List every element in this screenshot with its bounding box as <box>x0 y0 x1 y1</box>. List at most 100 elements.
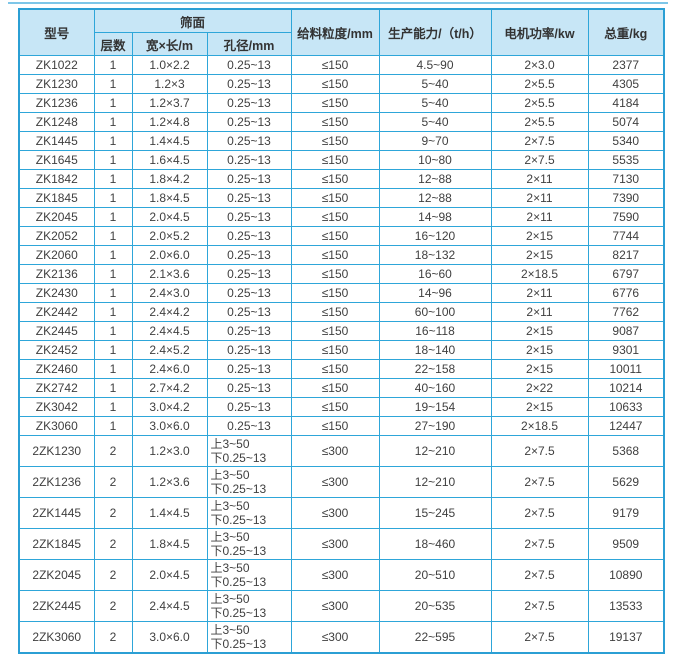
table-row: 2ZK2045 2 2.0×4.5 上3~50 下0.25~13 ≤300 20~510 2… <box>18 559 665 591</box>
cell-feed-size: ≤150 <box>290 131 380 151</box>
cell-capacity: 27~190 <box>378 416 492 436</box>
cell-capacity: 22~158 <box>378 359 492 379</box>
table-row: 2ZK3060 2 3.0×6.0 上3~50 下0.25~13 ≤300 22~595 2… <box>18 621 665 654</box>
cell-layers: 1 <box>93 378 133 398</box>
cell-weight: 7130 <box>587 169 665 189</box>
table-row: ZK2052 1 2.0×5.2 0.25~13 ≤150 16~120 2×15 7744 <box>18 226 665 246</box>
cell-model: ZK1645 <box>18 150 95 170</box>
cell-layers: 1 <box>93 131 133 151</box>
cell-capacity: 16~60 <box>378 264 492 284</box>
cell-size: 3.0×6.0 <box>131 621 208 654</box>
cell-layers: 1 <box>93 245 133 265</box>
cell-motor-power: 2×5.5 <box>490 74 589 94</box>
cell-weight: 9179 <box>587 497 665 529</box>
cell-feed-size: ≤150 <box>290 74 380 94</box>
table-row: ZK1236 1 1.2×3.7 0.25~13 ≤150 5~40 2×5.5 4184 <box>18 93 665 113</box>
cell-weight: 7762 <box>587 302 665 322</box>
table-row: ZK1842 1 1.8×4.2 0.25~13 ≤150 12~88 2×11 7130 <box>18 169 665 189</box>
cell-layers: 1 <box>93 169 133 189</box>
cell-capacity: 40~160 <box>378 378 492 398</box>
cell-layers: 1 <box>93 93 133 113</box>
cell-feed-size: ≤150 <box>290 93 380 113</box>
cell-model: 2ZK2045 <box>18 559 95 591</box>
cell-size: 2.4×6.0 <box>131 359 208 379</box>
cell-aperture: 0.25~13 <box>206 169 292 189</box>
cell-feed-size: ≤150 <box>290 169 380 189</box>
cell-size: 1.4×4.5 <box>131 497 208 529</box>
cell-motor-power: 2×7.5 <box>490 621 589 654</box>
cell-size: 3.0×6.0 <box>131 416 208 436</box>
table-row: ZK1230 1 1.2×3 0.25~13 ≤150 5~40 2×5.5 4305 <box>18 74 665 94</box>
col-header-size: 宽×长/m <box>131 32 208 56</box>
cell-feed-size: ≤150 <box>290 264 380 284</box>
table-row: ZK2045 1 2.0×4.5 0.25~13 ≤150 14~98 2×11 7590 <box>18 207 665 227</box>
cell-feed-size: ≤300 <box>290 528 380 560</box>
col-header-layers: 层数 <box>93 32 133 56</box>
cell-aperture: 上3~50 下0.25~13 <box>206 621 292 654</box>
cell-capacity: 12~88 <box>378 188 492 208</box>
cell-model: 2ZK1445 <box>18 497 95 529</box>
cell-weight: 5340 <box>587 131 665 151</box>
table-row: 2ZK2445 2 2.4×4.5 上3~50 下0.25~13 ≤300 20~535 2… <box>18 590 665 622</box>
cell-aperture: 0.25~13 <box>206 340 292 360</box>
cell-model: ZK1248 <box>18 112 95 132</box>
cell-model: ZK2452 <box>18 340 95 360</box>
cell-motor-power: 2×7.5 <box>490 150 589 170</box>
vibrating-screen-spec-table: 型号 筛面 给料粒度/mm 生产能力/（t/h） 电机功率/kw 总重/kg 层… <box>18 8 665 654</box>
cell-layers: 2 <box>93 621 133 654</box>
cell-capacity: 16~120 <box>378 226 492 246</box>
table-row: ZK1248 1 1.2×4.8 0.25~13 ≤150 5~40 2×5.5 5074 <box>18 112 665 132</box>
cell-layers: 1 <box>93 188 133 208</box>
cell-layers: 1 <box>93 55 133 75</box>
cell-aperture: 上3~50 下0.25~13 <box>206 466 292 498</box>
cell-aperture: 0.25~13 <box>206 188 292 208</box>
top-divider-line <box>8 2 668 4</box>
cell-layers: 1 <box>93 302 133 322</box>
cell-layers: 1 <box>93 397 133 417</box>
cell-capacity: 9~70 <box>378 131 492 151</box>
table-row: ZK2442 1 2.4×4.2 0.25~13 ≤150 60~100 2×11 7762 <box>18 302 665 322</box>
cell-capacity: 20~510 <box>378 559 492 591</box>
cell-aperture: 0.25~13 <box>206 93 292 113</box>
cell-motor-power: 2×18.5 <box>490 416 589 436</box>
cell-weight: 5074 <box>587 112 665 132</box>
cell-feed-size: ≤300 <box>290 435 380 467</box>
cell-size: 1.0×2.2 <box>131 55 208 75</box>
cell-weight: 10633 <box>587 397 665 417</box>
table-body: ZK1022 1 1.0×2.2 0.25~13 ≤150 4.5~90 2×3.0 2377… <box>18 55 665 654</box>
cell-model: ZK1445 <box>18 131 95 151</box>
cell-feed-size: ≤150 <box>290 416 380 436</box>
cell-layers: 1 <box>93 283 133 303</box>
cell-layers: 1 <box>93 359 133 379</box>
cell-feed-size: ≤150 <box>290 245 380 265</box>
cell-capacity: 12~210 <box>378 435 492 467</box>
cell-size: 2.4×4.5 <box>131 321 208 341</box>
cell-capacity: 22~595 <box>378 621 492 654</box>
col-header-feed-size: 给料粒度/mm <box>290 8 380 56</box>
table-header: 型号 筛面 给料粒度/mm 生产能力/（t/h） 电机功率/kw 总重/kg 层… <box>18 8 665 56</box>
cell-motor-power: 2×15 <box>490 226 589 246</box>
cell-aperture: 0.25~13 <box>206 378 292 398</box>
cell-layers: 1 <box>93 264 133 284</box>
cell-weight: 4305 <box>587 74 665 94</box>
cell-aperture: 上3~50 下0.25~13 <box>206 528 292 560</box>
cell-aperture: 0.25~13 <box>206 150 292 170</box>
cell-capacity: 5~40 <box>378 112 492 132</box>
col-header-motor-power: 电机功率/kw <box>490 8 589 56</box>
cell-layers: 1 <box>93 150 133 170</box>
cell-model: 2ZK1845 <box>18 528 95 560</box>
cell-size: 3.0×4.2 <box>131 397 208 417</box>
table-row: ZK3060 1 3.0×6.0 0.25~13 ≤150 27~190 2×18.5 124… <box>18 416 665 436</box>
table-row: ZK1845 1 1.8×4.5 0.25~13 ≤150 12~88 2×11 7390 <box>18 188 665 208</box>
cell-aperture: 0.25~13 <box>206 74 292 94</box>
cell-feed-size: ≤150 <box>290 340 380 360</box>
table-row: ZK3042 1 3.0×4.2 0.25~13 ≤150 19~154 2×15 10633 <box>18 397 665 417</box>
cell-motor-power: 2×5.5 <box>490 112 589 132</box>
cell-size: 2.0×6.0 <box>131 245 208 265</box>
cell-capacity: 19~154 <box>378 397 492 417</box>
cell-motor-power: 2×11 <box>490 302 589 322</box>
cell-size: 2.0×4.5 <box>131 207 208 227</box>
cell-layers: 1 <box>93 340 133 360</box>
cell-weight: 10890 <box>587 559 665 591</box>
cell-aperture: 上3~50 下0.25~13 <box>206 559 292 591</box>
